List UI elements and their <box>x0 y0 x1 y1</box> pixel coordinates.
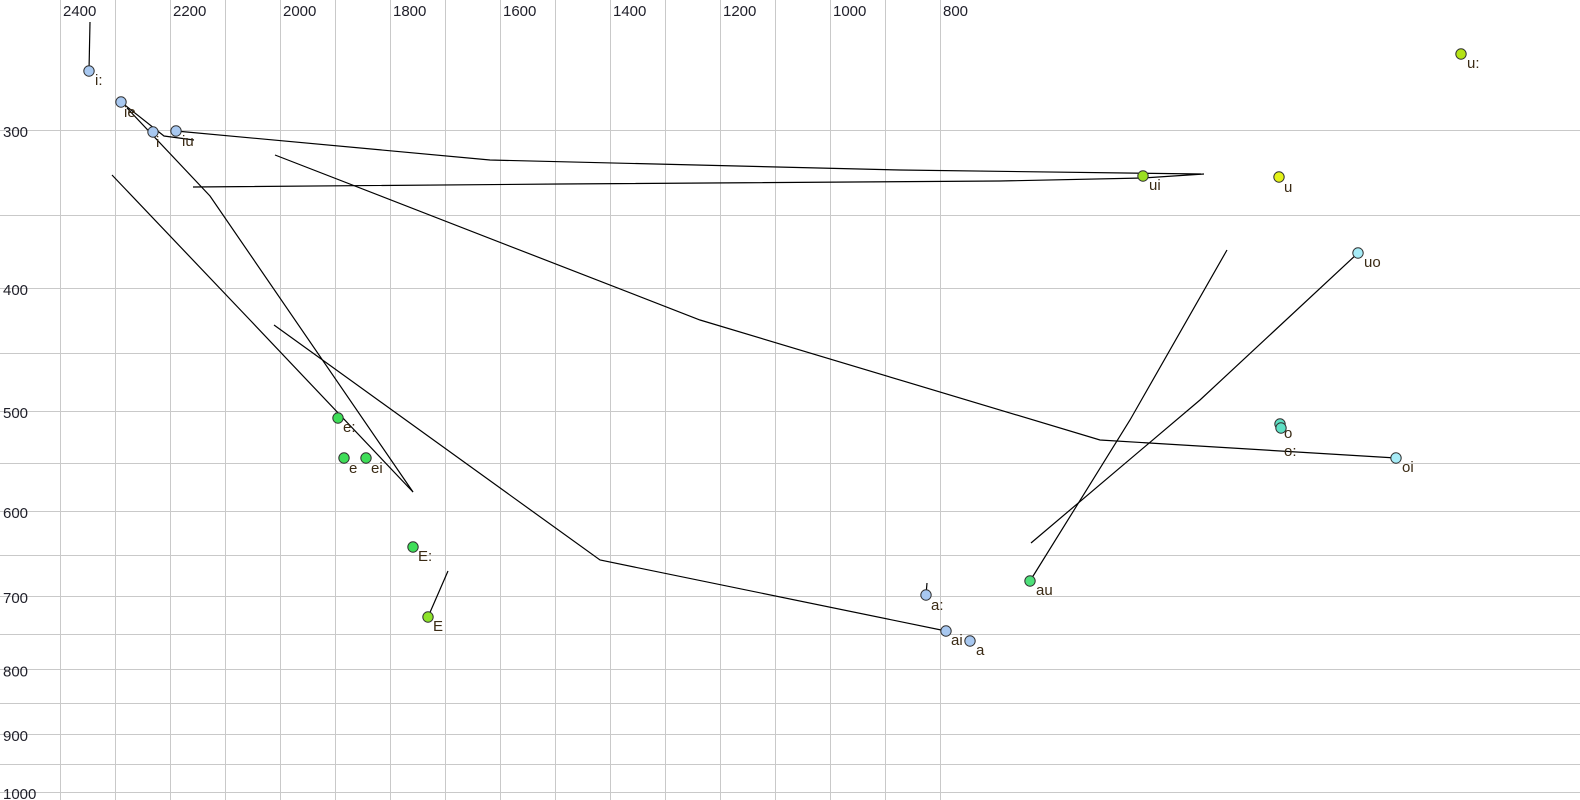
vowel-marker[interactable] <box>360 452 372 464</box>
vowel-label: o: <box>1284 443 1297 460</box>
data-point[interactable]: oi <box>1390 452 1414 476</box>
data-point[interactable]: ai <box>940 625 963 649</box>
y-tick-label: 300 <box>3 124 28 141</box>
vowel-trajectory-line <box>1029 249 1228 582</box>
x-tick-label: 800 <box>943 3 968 20</box>
vowel-trajectory-line <box>273 324 947 632</box>
vowel-label: e <box>349 460 357 477</box>
vowel-marker[interactable] <box>964 635 976 647</box>
data-point[interactable]: u <box>1273 171 1293 196</box>
vowel-trajectory-line <box>120 101 195 141</box>
x-tick-label: 2200 <box>173 3 206 20</box>
vowel-label: u <box>1284 179 1292 196</box>
vowel-label: o <box>1284 425 1292 442</box>
vowel-label: oi <box>1402 459 1414 476</box>
vowel-trajectory-line <box>192 173 1205 188</box>
x-tick-label: 1600 <box>503 3 536 20</box>
x-tick-label: 1200 <box>723 3 756 20</box>
data-point[interactable]: u: <box>1455 48 1480 72</box>
vowel-label: a: <box>931 597 944 614</box>
data-point[interactable]: uo <box>1352 247 1381 271</box>
vowel-label: e: <box>343 419 356 436</box>
vowel-marker[interactable] <box>1275 422 1287 434</box>
vowel-trajectory-line <box>111 174 414 493</box>
vowel-marker[interactable] <box>1352 247 1364 259</box>
data-point[interactable]: i: <box>83 65 103 89</box>
data-point[interactable]: a <box>964 635 985 659</box>
y-tick-label: 700 <box>3 590 28 607</box>
vowel-marker[interactable] <box>422 611 434 623</box>
data-point[interactable]: iu <box>170 125 194 150</box>
vowel-label: uo <box>1364 254 1381 271</box>
vowel-label: ai <box>951 632 963 649</box>
vowel-label: ie <box>124 104 136 121</box>
x-tick-label: 1400 <box>613 3 646 20</box>
x-tick-label: 2400 <box>63 3 96 20</box>
data-point[interactable]: ei <box>360 452 383 477</box>
vowel-marker[interactable] <box>147 126 159 138</box>
vowel-marker[interactable] <box>332 412 344 424</box>
vowel-label: au <box>1036 582 1053 599</box>
vowel-marker[interactable] <box>1455 48 1467 60</box>
vowel-marker[interactable] <box>407 541 419 553</box>
vowel-trajectory-line <box>274 154 1397 459</box>
vowel-label: i <box>156 134 159 151</box>
data-point[interactable]: o: <box>1275 422 1297 460</box>
vowel-marker[interactable] <box>920 589 932 601</box>
vowel-marker[interactable] <box>1137 170 1149 182</box>
x-tick-label: 1800 <box>393 3 426 20</box>
data-point[interactable]: E: <box>407 541 432 565</box>
vowel-marker[interactable] <box>170 125 182 137</box>
data-point[interactable]: ie <box>115 96 136 121</box>
vowel-label: ui <box>1149 177 1161 194</box>
data-point[interactable]: E <box>422 611 443 635</box>
vowel-label: u: <box>1467 55 1480 72</box>
data-point[interactable]: e <box>338 452 358 477</box>
vowel-label: iu <box>182 133 194 150</box>
vowel-label: ei <box>371 460 383 477</box>
y-tick-label: 500 <box>3 405 28 422</box>
vowel-marker[interactable] <box>940 625 952 637</box>
vowel-trajectory-line <box>126 107 414 493</box>
y-tick-label: 800 <box>3 663 28 680</box>
vowel-trajectory-line <box>1030 252 1359 544</box>
vowel-marker[interactable] <box>338 452 350 464</box>
y-tick-label: 400 <box>3 282 28 299</box>
y-tick-label: 1000 <box>3 786 36 800</box>
vowel-trajectory-line <box>175 130 1202 175</box>
vowel-label: i: <box>95 72 103 89</box>
vowel-marker[interactable] <box>1390 452 1402 464</box>
vowel-marker[interactable] <box>83 65 95 77</box>
x-tick-label: 2000 <box>283 3 316 20</box>
vowel-trajectory-line <box>88 21 91 72</box>
x-tick-label: 1000 <box>833 3 866 20</box>
data-point-layer[interactable]: i: ie i iu u: ui u uo oo: oi e: e ei E: Eau a: aia <box>83 48 1480 659</box>
y-tick-label: 900 <box>3 728 28 745</box>
data-point[interactable]: i <box>147 126 160 151</box>
vowel-marker[interactable] <box>1024 575 1036 587</box>
trajectory-layer <box>88 21 1397 632</box>
vowel-label: E: <box>418 548 432 565</box>
data-point[interactable]: au <box>1024 575 1053 599</box>
data-point[interactable]: a: <box>920 589 944 614</box>
y-tick-label: 600 <box>3 505 28 522</box>
vowel-marker[interactable] <box>1273 171 1285 183</box>
vowel-label: E <box>433 618 443 635</box>
vowel-label: a <box>976 642 985 659</box>
vowel-marker[interactable] <box>115 96 127 108</box>
data-point[interactable]: ui <box>1137 170 1161 194</box>
xaxis-tick-labels: 2400 2200 2000 1800 1600 1400 1200 1000 800 <box>63 3 968 20</box>
yaxis-tick-labels: 300 400 500 600 700 800 900 1000 <box>3 124 36 800</box>
data-point[interactable]: e: <box>332 412 356 436</box>
vowel-trajectory-line <box>427 570 449 618</box>
